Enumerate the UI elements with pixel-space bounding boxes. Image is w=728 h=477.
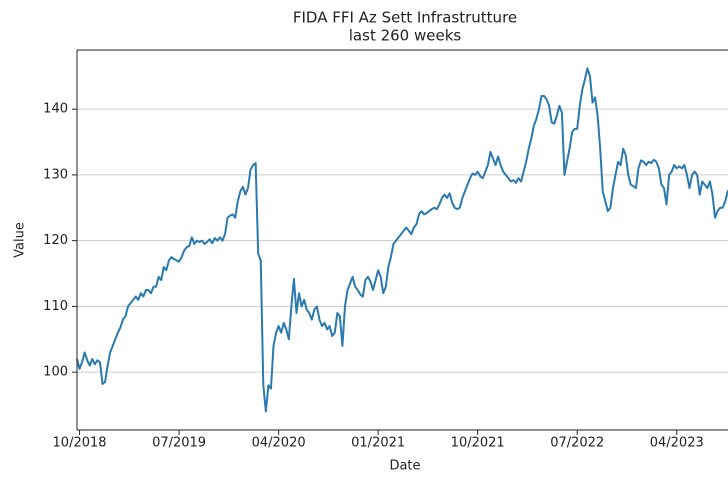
chart-subtitle: last 260 weeks xyxy=(349,27,462,45)
x-tick-label: 04/2023 xyxy=(650,436,704,451)
y-axis-label: Value xyxy=(13,222,28,258)
y-tick-label: 130 xyxy=(43,167,68,182)
y-tick-label: 140 xyxy=(43,102,68,117)
x-tick-label: 10/2021 xyxy=(451,436,505,451)
data-line xyxy=(76,67,728,413)
chart-title: FIDA FFI Az Sett Infrastrutture xyxy=(293,9,517,27)
x-tick-label: 07/2019 xyxy=(152,436,206,451)
x-tick-label: 01/2021 xyxy=(351,436,405,451)
y-tick-label: 100 xyxy=(43,365,68,380)
x-tick-label: 04/2020 xyxy=(252,436,306,451)
x-tick-label: 07/2022 xyxy=(550,436,604,451)
x-tick-label: 10/2018 xyxy=(53,436,107,451)
y-tick-label: 110 xyxy=(43,299,68,314)
x-axis-label: Date xyxy=(389,459,420,474)
y-tick-label: 120 xyxy=(43,233,68,248)
